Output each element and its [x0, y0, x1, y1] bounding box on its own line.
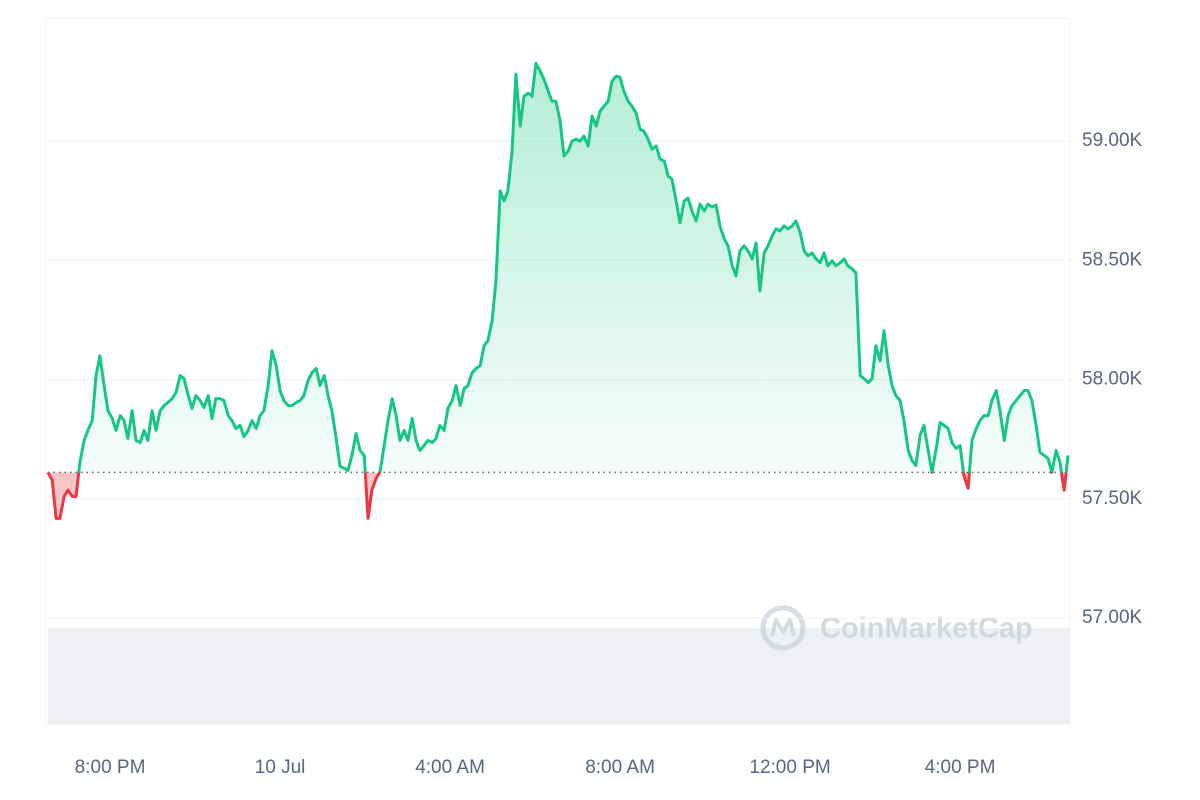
price-line — [46, 61, 1070, 520]
x-tick-label: 4:00 AM — [415, 757, 485, 778]
y-tick-label: 58.00K — [1082, 369, 1143, 390]
watermark-logo — [760, 605, 806, 651]
watermark: CoinMarketCap — [820, 613, 1033, 645]
y-tick-label: 58.50K — [1082, 249, 1143, 270]
y-tick-label: 59.00K — [1082, 130, 1143, 151]
x-tick-label: 8:00 AM — [585, 757, 655, 778]
area-fill — [48, 63, 1068, 519]
x-tick-label: 8:00 PM — [75, 757, 146, 778]
x-tick-label: 4:00 PM — [925, 757, 996, 778]
x-tick-label: 10 Jul — [255, 757, 306, 778]
volume-band — [48, 628, 1070, 724]
y-tick-label: 57.50K — [1082, 488, 1143, 509]
y-tick-label: 57.00K — [1082, 607, 1143, 628]
x-tick-label: 12:00 PM — [749, 757, 830, 778]
